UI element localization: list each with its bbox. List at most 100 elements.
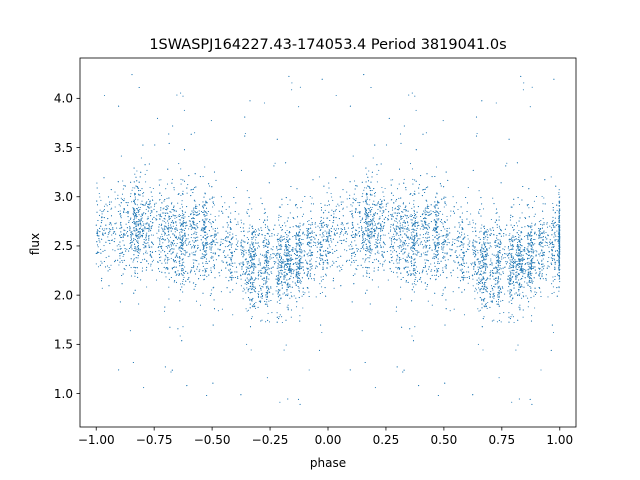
data-point bbox=[321, 245, 323, 247]
data-point bbox=[247, 309, 250, 311]
data-point bbox=[412, 194, 414, 196]
data-point bbox=[389, 230, 392, 232]
data-point bbox=[152, 187, 154, 190]
data-point bbox=[395, 260, 397, 262]
data-point bbox=[196, 211, 199, 213]
data-point bbox=[476, 132, 478, 135]
data-point bbox=[326, 267, 328, 269]
data-point bbox=[139, 250, 141, 252]
data-point bbox=[411, 92, 413, 94]
data-point bbox=[259, 253, 262, 255]
data-point bbox=[550, 227, 553, 229]
data-point bbox=[114, 191, 116, 193]
data-point bbox=[183, 250, 185, 252]
data-point bbox=[449, 310, 451, 312]
data-point bbox=[158, 199, 161, 201]
data-point bbox=[147, 207, 149, 209]
data-point bbox=[182, 190, 184, 192]
data-point bbox=[190, 244, 192, 246]
data-point bbox=[492, 197, 494, 199]
data-point bbox=[369, 233, 371, 236]
data-point bbox=[494, 286, 496, 288]
data-point bbox=[361, 330, 363, 332]
data-point bbox=[477, 269, 479, 271]
data-point bbox=[209, 222, 211, 224]
data-point bbox=[399, 241, 401, 243]
data-point bbox=[447, 259, 449, 261]
data-points bbox=[95, 74, 561, 405]
data-point bbox=[178, 219, 180, 221]
data-point bbox=[469, 221, 471, 223]
data-point bbox=[146, 201, 148, 203]
data-point bbox=[476, 283, 478, 285]
data-point bbox=[483, 241, 485, 243]
data-point bbox=[252, 259, 255, 261]
data-point bbox=[134, 230, 136, 232]
data-point bbox=[324, 238, 326, 241]
data-point bbox=[526, 204, 528, 206]
data-point bbox=[483, 284, 485, 286]
data-point bbox=[486, 291, 488, 293]
data-point bbox=[311, 197, 313, 199]
data-point bbox=[201, 219, 203, 221]
data-point bbox=[288, 247, 290, 249]
data-point bbox=[319, 246, 321, 248]
data-point bbox=[527, 237, 529, 239]
data-point bbox=[498, 262, 500, 264]
data-point bbox=[232, 314, 234, 316]
data-point bbox=[164, 218, 166, 220]
data-point bbox=[412, 183, 414, 185]
data-point bbox=[240, 249, 242, 251]
data-point bbox=[504, 257, 506, 259]
data-point bbox=[342, 234, 345, 236]
data-point bbox=[158, 250, 160, 252]
data-point bbox=[286, 229, 288, 232]
data-point bbox=[499, 273, 501, 275]
data-point bbox=[384, 259, 386, 261]
data-point bbox=[482, 272, 484, 274]
data-point bbox=[359, 213, 361, 215]
data-point bbox=[177, 270, 179, 272]
data-point bbox=[285, 293, 287, 295]
data-point bbox=[269, 230, 271, 232]
data-point bbox=[541, 266, 543, 268]
data-point bbox=[272, 246, 274, 248]
data-point bbox=[541, 260, 543, 262]
data-point bbox=[515, 267, 517, 269]
data-point bbox=[480, 230, 482, 232]
data-point bbox=[509, 243, 512, 245]
data-point bbox=[329, 230, 331, 232]
data-point bbox=[101, 213, 103, 215]
data-point bbox=[426, 285, 428, 287]
data-point bbox=[326, 192, 328, 194]
data-point bbox=[370, 214, 372, 216]
data-point bbox=[297, 244, 299, 246]
data-point bbox=[266, 260, 268, 262]
data-point bbox=[180, 236, 182, 238]
data-point bbox=[395, 234, 397, 236]
data-point bbox=[136, 215, 138, 218]
data-point bbox=[152, 234, 154, 236]
data-point bbox=[445, 196, 447, 198]
data-point bbox=[516, 225, 519, 227]
data-point bbox=[411, 228, 413, 231]
data-point bbox=[541, 259, 543, 261]
data-point bbox=[337, 257, 339, 259]
data-point bbox=[365, 187, 368, 189]
data-point bbox=[544, 244, 546, 247]
data-point bbox=[497, 296, 499, 298]
data-point bbox=[315, 244, 317, 246]
data-point bbox=[203, 244, 205, 246]
data-point bbox=[373, 234, 375, 237]
data-point bbox=[437, 226, 439, 228]
data-point bbox=[231, 275, 233, 277]
data-point bbox=[264, 254, 266, 256]
data-point bbox=[110, 239, 112, 242]
data-point bbox=[353, 180, 356, 182]
data-point bbox=[203, 226, 205, 228]
data-point bbox=[481, 288, 483, 290]
data-point bbox=[399, 224, 401, 226]
data-point bbox=[135, 208, 138, 210]
data-point bbox=[517, 293, 519, 295]
data-point bbox=[247, 231, 249, 233]
